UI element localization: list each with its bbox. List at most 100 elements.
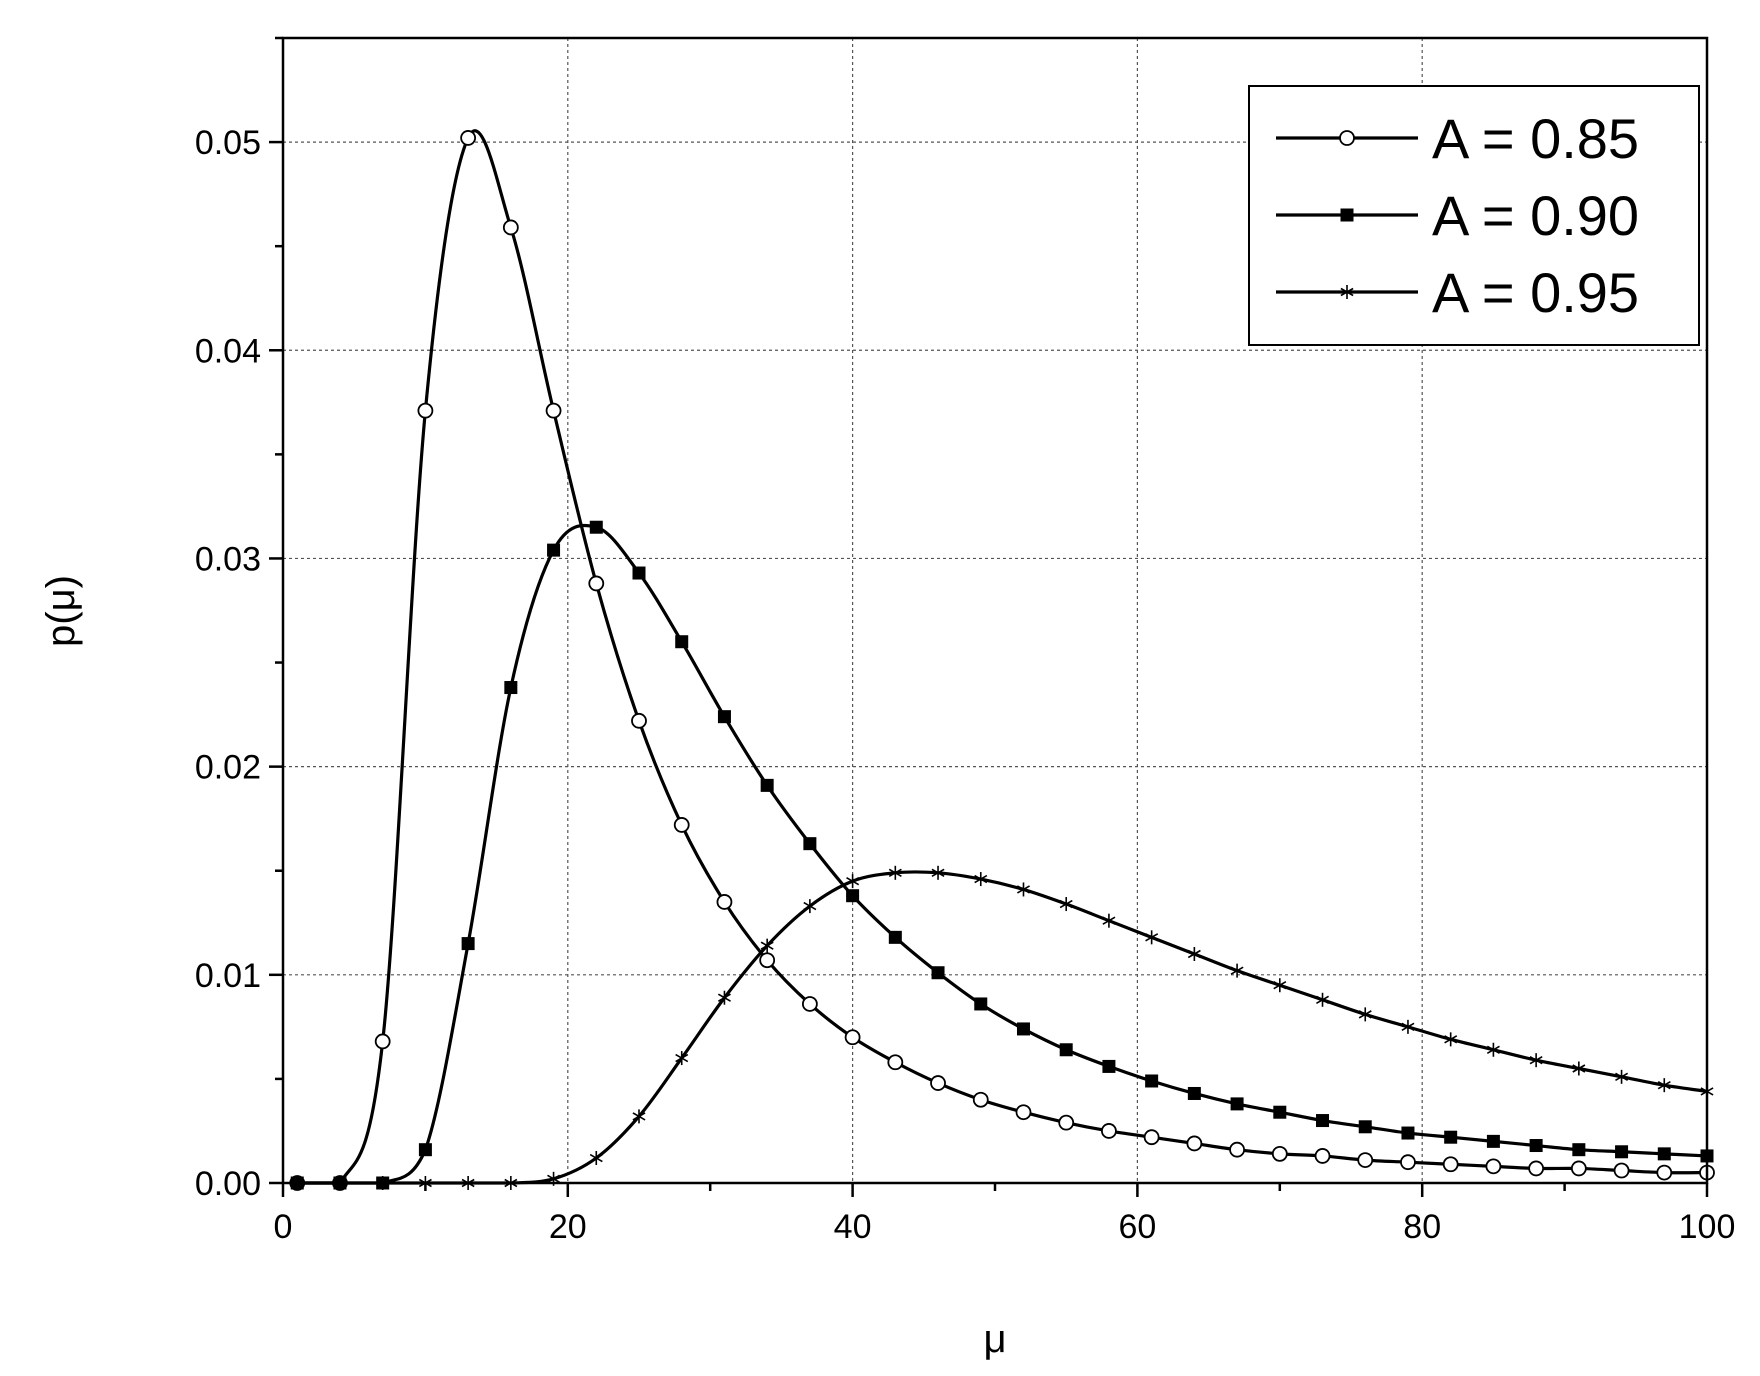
data-point-series-1 <box>1271 1145 1288 1162</box>
y-tick-label: 0.01 <box>195 957 261 995</box>
data-point-series-1 <box>460 130 477 146</box>
legend-swatch-marker <box>1339 130 1355 146</box>
data-point-series-1 <box>930 1075 946 1091</box>
x-axis-label: μ <box>983 1317 1006 1361</box>
data-point-series-3 <box>931 865 945 880</box>
data-point-series-3 <box>1145 930 1159 945</box>
data-point-series-3 <box>888 865 902 880</box>
data-point-series-1 <box>759 952 776 969</box>
data-point-series-2 <box>1187 1086 1201 1100</box>
y-tick-label: 0.04 <box>195 332 261 370</box>
data-point-series-3 <box>1444 1032 1458 1047</box>
data-point-series-1 <box>1656 1164 1673 1181</box>
data-point-series-1 <box>1314 1148 1331 1164</box>
x-tick-label: 100 <box>1679 1208 1736 1246</box>
data-point-series-1 <box>1101 1123 1117 1139</box>
data-point-series-1 <box>1058 1114 1075 1131</box>
x-tick-label: 80 <box>1403 1208 1441 1246</box>
data-point-series-2 <box>1657 1147 1671 1161</box>
data-point-series-3 <box>1358 1007 1372 1022</box>
data-point-series-1 <box>545 402 562 419</box>
legend-swatch-marker <box>1340 285 1354 299</box>
y-tick-label: 0.00 <box>195 1165 261 1203</box>
data-point-series-2 <box>1358 1120 1372 1134</box>
data-point-series-3 <box>1187 947 1201 961</box>
data-point-series-3 <box>1486 1042 1500 1057</box>
x-tick-label: 20 <box>549 1208 587 1246</box>
data-point-series-1 <box>1570 1160 1587 1177</box>
data-point-series-2 <box>1444 1130 1458 1144</box>
data-point-series-2 <box>632 566 646 580</box>
data-point-series-2 <box>589 520 603 534</box>
data-point-series-2 <box>717 710 731 724</box>
data-point-series-2 <box>1529 1139 1543 1153</box>
data-point-series-2 <box>1059 1043 1073 1057</box>
data-point-series-1 <box>1015 1104 1032 1121</box>
legend-swatch-marker <box>1340 208 1354 222</box>
data-point-series-1 <box>673 817 690 833</box>
data-point-series-3 <box>589 1151 603 1166</box>
data-point-series-2 <box>1145 1074 1159 1088</box>
data-point-series-3 <box>1016 882 1030 897</box>
legend: A = 0.85 A = 0.90 A = 0.95 <box>1248 85 1700 346</box>
data-point-series-2 <box>418 1143 432 1157</box>
y-axis-label: p(μ) <box>39 575 83 647</box>
data-point-series-1 <box>588 575 605 592</box>
data-point-series-2 <box>504 681 518 695</box>
data-point-series-2 <box>1316 1114 1330 1128</box>
axis-ticks: 0 20 40 60 80 100 0.00 0.01 0.02 0.03 0.04 0.05 <box>195 36 1736 1246</box>
data-point-series-2 <box>461 937 475 951</box>
series-line-1 <box>297 129 1708 1185</box>
data-point-series-3 <box>1230 963 1244 978</box>
data-point-series-2 <box>1572 1143 1586 1157</box>
data-point-series-3 <box>803 899 817 914</box>
data-point-series-2 <box>760 778 774 792</box>
data-point-series-1 <box>1357 1152 1374 1168</box>
x-tick-label: 60 <box>1118 1208 1156 1246</box>
data-point-series-1 <box>417 402 434 419</box>
data-point-series-2 <box>1486 1134 1500 1148</box>
data-point-series-2 <box>803 837 817 851</box>
data-point-series-2 <box>1102 1059 1116 1073</box>
data-point-series-1 <box>631 712 647 729</box>
data-point-series-3 <box>1615 1069 1629 1084</box>
y-tick-label: 0.03 <box>195 540 261 578</box>
data-point-series-1 <box>1442 1156 1459 1173</box>
data-point-series-3 <box>1572 1061 1586 1076</box>
data-point-series-3 <box>1657 1078 1671 1093</box>
data-point-series-3 <box>675 1051 689 1066</box>
legend-label: A = 0.85 <box>1432 107 1639 170</box>
data-point-series-2 <box>846 889 860 903</box>
data-point-series-1 <box>1485 1158 1502 1175</box>
data-point-series-1 <box>801 996 818 1012</box>
data-point-series-2 <box>675 635 689 649</box>
legend-label: A = 0.90 <box>1432 184 1639 247</box>
data-point-series-1 <box>844 1029 861 1046</box>
x-tick-label: 0 <box>274 1208 293 1246</box>
data-point-series-2 <box>1401 1126 1415 1140</box>
data-point-series-2 <box>888 930 902 944</box>
data-point-series-3 <box>1102 913 1116 928</box>
data-point-series-3 <box>1529 1053 1543 1068</box>
data-point-series-3 <box>974 872 988 887</box>
data-point-series-3 <box>1273 978 1287 993</box>
data-point-series-1 <box>716 894 733 910</box>
data-point-series-2 <box>974 997 988 1011</box>
data-point-series-1 <box>1528 1160 1545 1177</box>
x-tick-label: 40 <box>834 1208 872 1246</box>
data-point-series-2 <box>931 966 945 980</box>
data-point-series-1 <box>1229 1141 1245 1158</box>
y-tick-label: 0.05 <box>195 124 261 162</box>
data-point-series-1 <box>1613 1162 1630 1179</box>
data-point-series-1 <box>887 1054 904 1071</box>
data-point-series-3 <box>1316 992 1330 1007</box>
data-point-series-1 <box>374 1033 391 1050</box>
data-point-series-3 <box>1059 897 1073 912</box>
data-point-series-1 <box>1143 1129 1160 1146</box>
data-point-series-1 <box>972 1091 989 1108</box>
data-point-series-3 <box>717 990 731 1005</box>
data-point-series-3 <box>760 938 774 953</box>
data-point-series-2 <box>1016 1022 1030 1036</box>
